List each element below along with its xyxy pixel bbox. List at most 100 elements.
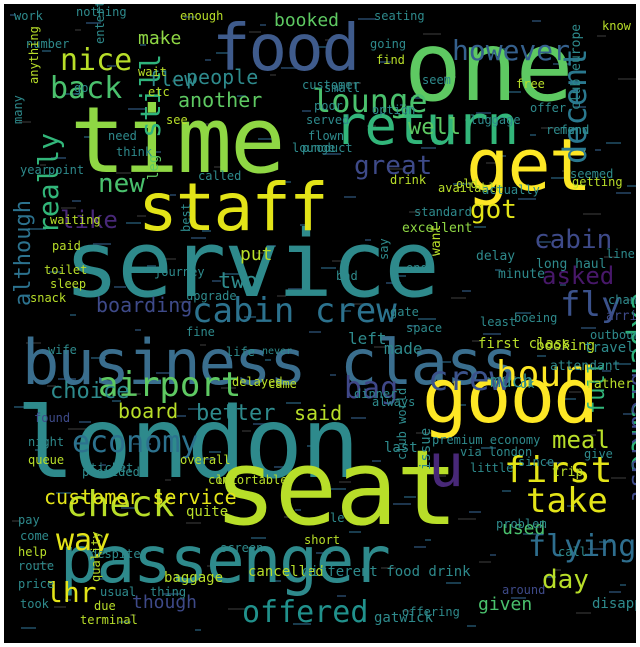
speckle-mark xyxy=(216,52,231,54)
cloud-word: standard xyxy=(414,205,472,219)
speckle-mark xyxy=(342,310,351,312)
speckle-mark xyxy=(14,406,26,408)
speckle-mark xyxy=(126,222,141,224)
cloud-word: trip xyxy=(552,465,583,480)
speckle-mark xyxy=(142,550,151,552)
cloud-word: cabin xyxy=(534,225,612,255)
speckle-mark xyxy=(179,301,191,303)
speckle-mark xyxy=(300,224,306,226)
cloud-word: best xyxy=(179,203,193,232)
speckle-mark xyxy=(372,460,381,462)
cloud-word: snack xyxy=(30,291,67,305)
cloud-word: got xyxy=(470,195,517,225)
speckle-mark xyxy=(560,284,566,286)
cloud-word: quite xyxy=(186,504,228,520)
cloud-word: make xyxy=(138,28,181,49)
cloud-word: meal xyxy=(552,426,610,454)
cloud-word: really xyxy=(32,133,65,234)
cloud-word: price xyxy=(18,577,54,591)
cloud-word: first class xyxy=(478,336,571,352)
cloud-word: service xyxy=(64,211,438,318)
cloud-word: line xyxy=(606,247,635,261)
cloud-word: put xyxy=(240,244,273,265)
speckle-mark xyxy=(188,408,206,410)
cloud-word: point xyxy=(48,163,84,177)
speckle-mark xyxy=(400,104,406,106)
speckle-mark xyxy=(35,449,41,451)
speckle-mark xyxy=(302,110,311,112)
speckle-mark xyxy=(562,170,571,172)
cloud-word: need xyxy=(108,129,137,143)
speckle-mark xyxy=(404,496,416,498)
speckle-mark xyxy=(539,241,551,243)
cloud-word: rather xyxy=(586,377,633,392)
cloud-word: end xyxy=(406,261,428,275)
speckle-mark xyxy=(21,627,36,629)
word-cloud: service time london business class seat passe… xyxy=(4,4,636,643)
cloud-word: boeing xyxy=(514,311,557,325)
cloud-word: screen xyxy=(220,541,263,555)
cloud-word: though xyxy=(132,592,197,613)
cloud-word: booking xyxy=(536,338,595,354)
speckle-mark xyxy=(460,404,466,406)
speckle-mark xyxy=(279,181,291,183)
cloud-word: short xyxy=(304,533,340,547)
speckle-mark xyxy=(51,157,66,159)
speckle-mark xyxy=(425,539,431,541)
speckle-mark xyxy=(595,149,601,151)
speckle-mark xyxy=(244,316,256,318)
speckle-mark xyxy=(135,329,141,331)
speckle-mark xyxy=(10,14,16,16)
cloud-word: last xyxy=(384,440,418,456)
cloud-word: usual xyxy=(100,585,136,599)
cloud-word: fly xyxy=(560,285,621,325)
cloud-word: flew xyxy=(148,67,197,91)
speckle-mark xyxy=(26,342,41,344)
cloud-word: flown xyxy=(308,129,344,143)
speckle-mark xyxy=(465,119,471,121)
speckle-mark xyxy=(495,269,501,271)
cloud-word: issue xyxy=(418,428,434,470)
cloud-word: refund xyxy=(546,123,589,137)
cloud-word: travel xyxy=(584,340,635,356)
speckle-mark xyxy=(511,597,526,599)
speckle-mark xyxy=(381,567,396,569)
cloud-word: excellent xyxy=(402,221,472,236)
speckle-mark xyxy=(518,198,536,200)
cloud-word: like xyxy=(60,206,118,234)
speckle-mark xyxy=(251,537,266,539)
cloud-word: menu xyxy=(560,123,589,137)
speckle-mark xyxy=(516,312,531,314)
cloud-word: attendant xyxy=(550,359,620,374)
cloud-word: fine xyxy=(186,325,215,339)
cloud-word: way xyxy=(56,523,110,558)
speckle-mark xyxy=(349,531,361,533)
cloud-word: dinner xyxy=(354,387,397,401)
speckle-mark xyxy=(205,59,211,61)
cloud-word: called xyxy=(198,169,241,183)
speckle-mark xyxy=(281,67,296,69)
speckle-mark xyxy=(84,136,96,138)
cloud-word: premium economy xyxy=(432,433,540,447)
cloud-word: sleep xyxy=(50,277,86,291)
cloud-word: new xyxy=(98,169,145,199)
speckle-mark xyxy=(606,142,621,144)
cloud-word: number xyxy=(26,37,69,51)
cloud-word: product xyxy=(302,141,353,155)
speckle-mark xyxy=(249,31,261,33)
cloud-word: problem xyxy=(496,517,547,531)
speckle-mark xyxy=(555,569,561,571)
cloud-word: etc xyxy=(148,85,170,99)
cloud-word: pay xyxy=(18,513,40,527)
speckle-mark xyxy=(40,164,46,166)
cloud-word: poor xyxy=(314,99,343,113)
cloud-word: take xyxy=(526,481,608,521)
cloud-word: food xyxy=(212,12,358,86)
cloud-word: hour xyxy=(496,354,583,395)
speckle-mark xyxy=(12,520,21,522)
speckle-mark xyxy=(476,112,491,114)
speckle-mark xyxy=(133,443,151,445)
cloud-word: bad xyxy=(336,269,358,283)
speckle-mark xyxy=(186,522,201,524)
speckle-mark xyxy=(599,541,611,543)
